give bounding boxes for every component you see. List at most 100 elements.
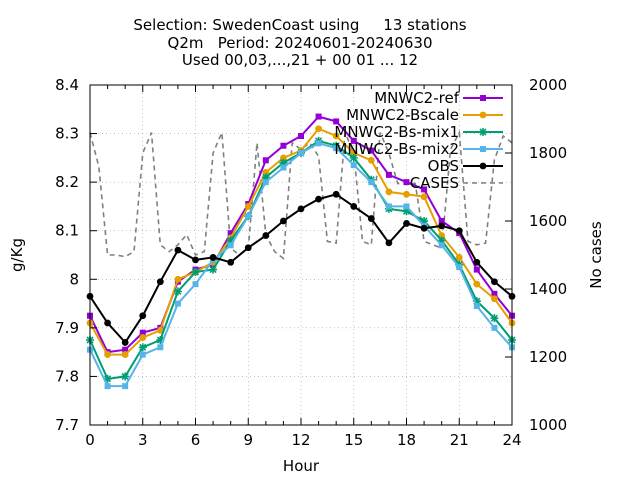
data-point: [473, 266, 480, 273]
x-tick-label: 6: [191, 431, 201, 449]
data-point: [350, 203, 358, 210]
data-point: [332, 132, 340, 140]
marker-stroke: [174, 287, 182, 295]
data-point: [455, 227, 463, 235]
data-point: [139, 312, 147, 320]
data-point: [280, 142, 287, 149]
data-point: [209, 265, 218, 274]
marker-stroke: [121, 372, 129, 380]
data-point: [491, 290, 498, 297]
data-point: [192, 256, 199, 264]
marker-stroke: [479, 128, 487, 136]
y-tick-label: 8.1: [55, 222, 79, 240]
y2-tick-label: 1400: [529, 280, 567, 298]
legend-label: OBS: [428, 157, 459, 175]
data-point: [104, 351, 111, 358]
data-point: [350, 162, 357, 169]
title-line-2: Q2m Period: 20240601-20240630: [168, 34, 433, 52]
data-point: [104, 319, 111, 327]
data-point: [491, 295, 498, 303]
data-point: [138, 343, 147, 352]
legend-label: MNWC2-ref: [374, 89, 459, 107]
data-point: [280, 154, 287, 162]
legend-marker: [479, 128, 487, 136]
data-point: [385, 203, 392, 210]
y2-tick-label: 1600: [529, 212, 567, 230]
y-tick-label: 7.7: [55, 416, 79, 434]
legend-marker: [479, 111, 487, 119]
marker-stroke: [191, 268, 200, 276]
data-point: [139, 351, 146, 358]
legend-entry-cases: CASES: [410, 174, 503, 192]
data-point: [421, 186, 428, 193]
x-tick-label: 18: [397, 431, 416, 449]
series-layer: [86, 113, 516, 390]
data-point: [262, 157, 269, 164]
y-tick-label: 8.4: [55, 76, 79, 94]
marker-stroke: [490, 314, 498, 322]
legend-label: MNWC2-Bs-mix2: [334, 140, 459, 158]
x-axis-label: Hour: [283, 457, 320, 475]
data-point: [245, 213, 252, 220]
marker-stroke: [156, 336, 164, 344]
legend-entry-mnwc2-bs-mix2: MNWC2-Bs-mix2: [334, 140, 503, 158]
legend-marker: [480, 146, 486, 152]
data-point: [473, 280, 481, 288]
data-point: [298, 133, 304, 139]
data-point: [491, 324, 498, 331]
data-point: [438, 222, 446, 230]
data-point: [315, 113, 322, 120]
data-point: [227, 258, 235, 266]
data-point: [473, 258, 481, 266]
data-point: [455, 254, 463, 261]
legend-label: CASES: [410, 174, 459, 192]
data-point: [227, 230, 234, 237]
y-tick-label: 8.3: [55, 125, 79, 143]
y2-tick-label: 1200: [529, 348, 567, 366]
data-point: [244, 244, 252, 252]
data-point: [332, 190, 340, 198]
data-point: [156, 278, 164, 286]
data-point: [350, 149, 358, 157]
x-tick-label: 3: [138, 431, 148, 449]
y-axis-label: g/Kg: [8, 238, 26, 272]
data-point: [368, 179, 375, 186]
data-point: [157, 344, 164, 351]
legend-entry-mnwc2-ref: MNWC2-ref: [374, 89, 503, 107]
data-point: [244, 203, 252, 210]
data-point: [333, 145, 340, 152]
y-tick-label: 8.2: [55, 173, 79, 191]
marker-stroke: [350, 154, 358, 162]
y-tick-label: 7.9: [55, 319, 79, 337]
data-point: [297, 205, 305, 213]
x-tick-label: 24: [502, 431, 521, 449]
data-point: [473, 303, 480, 309]
data-point: [121, 339, 129, 346]
data-point: [315, 195, 322, 203]
data-point: [420, 193, 428, 201]
data-point: [121, 351, 129, 358]
data-point: [209, 254, 217, 261]
title-line-3: Used 00,03,...,21 + 00 01 ... 12: [182, 51, 418, 69]
legend-entry-mnwc2-bs-mix1: MNWC2-Bs-mix1: [334, 123, 503, 141]
data-point: [367, 215, 375, 222]
x-tick-label: 9: [243, 431, 253, 449]
data-point: [315, 140, 322, 147]
series-line-obs: [89, 193, 513, 345]
data-point: [156, 326, 164, 334]
data-point: [139, 334, 147, 341]
data-point: [385, 171, 392, 178]
data-point: [280, 217, 287, 225]
y2-tick-label: 2000: [529, 76, 567, 94]
data-point: [367, 156, 375, 164]
chart-title: Selection: SwedenCoast using 13 stations…: [133, 16, 466, 69]
legend-label: MNWC2-Bscale: [346, 106, 459, 124]
legend-marker: [479, 162, 487, 170]
data-point: [315, 125, 322, 133]
data-point: [438, 218, 445, 224]
data-point: [227, 242, 234, 249]
data-point: [420, 224, 428, 232]
series-obs: [86, 190, 516, 346]
y-tick-label: 8: [69, 270, 79, 288]
data-point: [280, 164, 287, 171]
